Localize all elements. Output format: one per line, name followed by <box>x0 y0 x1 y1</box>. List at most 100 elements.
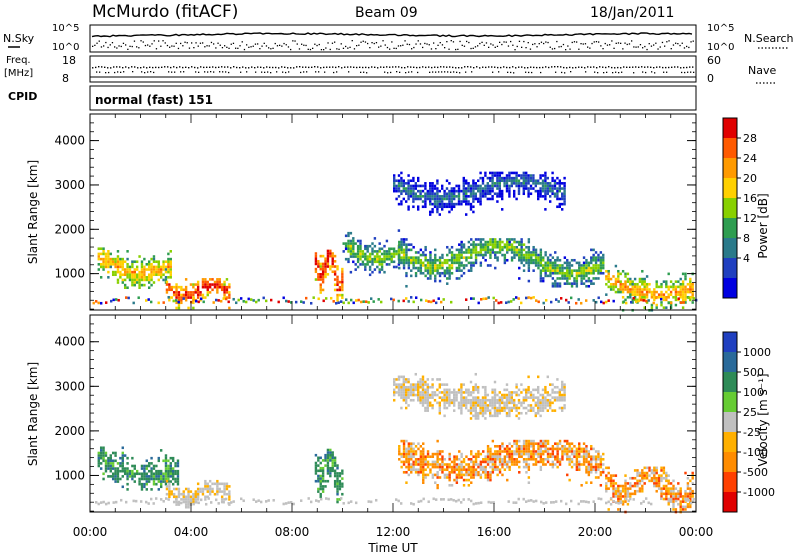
scatter-cell <box>605 487 608 490</box>
ground-scatter-cell <box>92 301 95 305</box>
scatter-cell <box>457 406 461 410</box>
scatter-cell <box>489 404 492 407</box>
scatter-cell <box>438 411 441 415</box>
beam-title: Beam 09 <box>355 5 418 21</box>
freq-point <box>689 66 691 68</box>
scatter-cell <box>426 455 430 458</box>
scatter-cell <box>189 283 193 286</box>
scatter-cell <box>681 500 685 503</box>
scatter-cell <box>575 447 579 451</box>
scatter-cell <box>189 490 193 493</box>
scatter-cell <box>410 269 413 272</box>
nave-point <box>465 71 467 73</box>
scatter-cell <box>147 469 151 473</box>
scatter-cell <box>602 463 605 466</box>
scatter-cell <box>679 508 682 511</box>
scatter-cell <box>486 393 489 397</box>
scatter-cell <box>204 278 207 281</box>
scatter-cell <box>532 447 535 451</box>
nsearch-point <box>573 41 576 43</box>
scatter-cell <box>491 463 495 466</box>
scatter-cell <box>140 265 144 269</box>
scatter-cell <box>338 288 342 292</box>
scatter-cell <box>128 278 132 282</box>
scatter-cell <box>684 288 687 291</box>
scatter-cell <box>331 461 334 465</box>
nave-point <box>171 71 173 73</box>
scatter-cell <box>481 401 485 405</box>
scatter-cell <box>522 465 526 469</box>
scatter-cell <box>419 197 422 201</box>
scatter-cell <box>510 457 514 461</box>
scatter-cell <box>527 375 530 379</box>
scatter-cell <box>393 388 396 392</box>
scatter-cell <box>419 383 422 386</box>
scatter-cell <box>527 258 531 262</box>
scatter-cell <box>177 304 181 307</box>
scatter-cell <box>648 479 651 483</box>
scatter-cell <box>544 442 547 445</box>
ground-scatter-cell <box>652 301 655 305</box>
ground-scatter-cell <box>227 300 230 304</box>
scatter-cell <box>431 264 435 267</box>
nsearch-point <box>219 44 221 46</box>
scatter-cell <box>520 444 523 448</box>
scatter-cell <box>412 452 415 456</box>
ground-scatter-cell <box>250 298 253 301</box>
scatter-cell <box>503 460 507 464</box>
nsearch-point <box>556 40 558 43</box>
scatter-cell <box>314 260 318 263</box>
scatter-cell <box>525 406 528 410</box>
data-region <box>398 439 605 490</box>
scatter-cell <box>563 406 566 410</box>
scatter-cell <box>513 391 516 394</box>
scatter-cell <box>417 470 420 474</box>
scatter-cell <box>412 460 415 464</box>
nsearch-point <box>670 48 672 50</box>
scatter-cell <box>469 404 473 407</box>
scatter-cell <box>220 495 224 499</box>
ground-scatter-cell <box>537 300 540 304</box>
scatter-cell <box>568 271 571 275</box>
scatter-cell <box>561 192 564 196</box>
scatter-cell <box>594 450 598 453</box>
scatter-cell <box>388 263 391 266</box>
scatter-cell <box>457 391 461 394</box>
scatter-cell <box>481 409 485 412</box>
ground-scatter-cell <box>190 499 193 503</box>
scatter-cell <box>336 299 339 302</box>
scatter-cell <box>347 234 350 238</box>
scatter-cell <box>614 280 618 283</box>
scatter-cell <box>679 505 682 509</box>
scatter-cell <box>426 406 429 410</box>
scatter-cell <box>677 492 680 496</box>
scatter-cell <box>187 505 190 509</box>
scatter-cell <box>643 293 646 296</box>
freq-point <box>176 66 178 69</box>
scatter-cell <box>167 252 170 256</box>
scatter-cell <box>508 245 511 249</box>
scatter-cell <box>414 463 418 466</box>
scatter-cell <box>119 464 122 468</box>
scatter-cell <box>465 248 468 252</box>
scatter-cell <box>319 495 322 499</box>
nsearch-point <box>325 47 327 49</box>
scatter-cell <box>407 460 411 464</box>
scatter-cell <box>164 454 168 457</box>
scatter-cell <box>518 470 521 474</box>
scatter-cell <box>429 210 432 214</box>
scatter-cell <box>546 274 550 278</box>
freq-point <box>314 66 316 68</box>
scatter-cell <box>431 378 434 381</box>
scatter-cell <box>147 260 151 264</box>
scatter-cell <box>138 281 141 284</box>
nsearch-point <box>342 47 345 49</box>
scatter-cell <box>477 179 480 183</box>
scatter-cell <box>177 495 181 499</box>
scatter-cell <box>556 256 559 259</box>
scatter-cell <box>407 208 410 211</box>
scatter-cell <box>553 182 557 185</box>
scatter-cell <box>686 505 690 509</box>
scatter-cell <box>554 258 557 262</box>
scatter-cell <box>496 187 499 190</box>
